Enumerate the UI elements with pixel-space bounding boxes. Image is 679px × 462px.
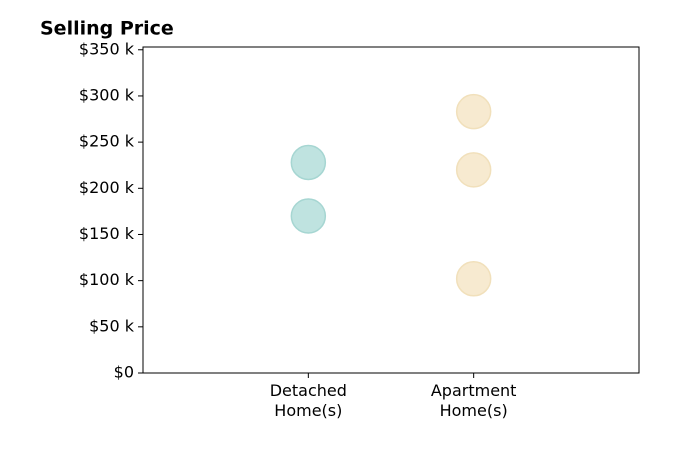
y-tick-label: $150 k: [79, 224, 135, 243]
point: [290, 198, 327, 234]
y-tick-label: $200 k: [79, 178, 135, 197]
x-tick-label: Apartment Home(s): [430, 381, 517, 420]
plot-frame: [142, 46, 640, 374]
y-tick-label: $250 k: [79, 132, 135, 151]
x-tick-label: Detached Home(s): [269, 381, 347, 420]
point: [455, 152, 492, 188]
y-tick-label: $350 k: [79, 39, 135, 58]
y-tick-label: $0: [114, 363, 134, 382]
point: [455, 93, 492, 130]
y-tick-label: $300 k: [79, 85, 135, 104]
point: [290, 144, 327, 181]
y-tick-label: $100 k: [79, 270, 135, 289]
point: [455, 261, 492, 297]
y-tick-label: $50 k: [89, 316, 135, 335]
chart-title: Selling Price: [40, 18, 174, 40]
